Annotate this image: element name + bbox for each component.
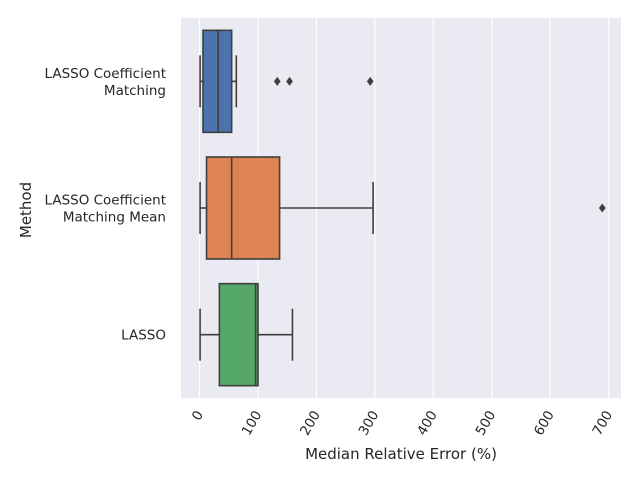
- box-group: [199, 29, 374, 134]
- box-group: [199, 282, 294, 387]
- category-label: Matching: [104, 83, 166, 99]
- x-tick-label: 400: [414, 408, 441, 438]
- y-axis-title: Method: [17, 182, 35, 238]
- category-label: LASSO Coefficient: [45, 193, 167, 209]
- x-tick-label: 700: [589, 408, 616, 438]
- category-label: Matching Mean: [63, 210, 166, 226]
- outlier-point: [598, 203, 606, 213]
- x-tick-label: 300: [356, 408, 383, 438]
- x-tick-label: 100: [239, 408, 266, 438]
- boxes: [199, 29, 606, 387]
- outlier-point: [286, 76, 293, 86]
- x-axis-title: Median Relative Error (%): [305, 445, 497, 463]
- x-tick-label: 500: [473, 408, 500, 438]
- box: [202, 29, 233, 134]
- box-group: [199, 156, 606, 260]
- outlier-point: [366, 76, 374, 86]
- category-label: LASSO: [121, 328, 166, 344]
- box: [205, 156, 281, 260]
- box: [218, 282, 259, 387]
- x-tick-label: 0: [189, 408, 207, 423]
- category-label: LASSO Coefficient: [45, 66, 167, 82]
- x-tick-labels: 0 100 200 300 400 500 600 700: [189, 408, 616, 438]
- x-tick-label: 200: [297, 408, 324, 438]
- outlier-point: [273, 76, 281, 86]
- x-tick-label: 600: [531, 408, 558, 438]
